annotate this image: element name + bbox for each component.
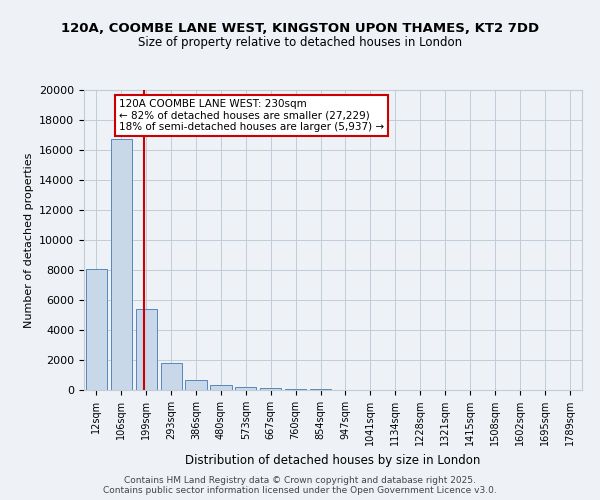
Bar xyxy=(211,385,232,390)
Text: 120A, COOMBE LANE WEST, KINGSTON UPON THAMES, KT2 7DD: 120A, COOMBE LANE WEST, KINGSTON UPON TH… xyxy=(61,22,539,36)
Bar xyxy=(111,140,132,390)
Text: Size of property relative to detached houses in London: Size of property relative to detached ho… xyxy=(138,36,462,49)
Y-axis label: Number of detached properties: Number of detached properties xyxy=(23,152,34,328)
Text: 120A COOMBE LANE WEST: 230sqm
← 82% of detached houses are smaller (27,229)
18% : 120A COOMBE LANE WEST: 230sqm ← 82% of d… xyxy=(119,99,384,132)
Bar xyxy=(136,309,157,390)
Bar xyxy=(310,389,331,390)
Bar xyxy=(285,389,306,390)
X-axis label: Distribution of detached houses by size in London: Distribution of detached houses by size … xyxy=(185,454,481,466)
Bar xyxy=(185,380,206,390)
Bar xyxy=(86,268,107,390)
Text: Contains HM Land Registry data © Crown copyright and database right 2025.
Contai: Contains HM Land Registry data © Crown c… xyxy=(103,476,497,495)
Bar xyxy=(260,388,281,390)
Bar xyxy=(235,387,256,390)
Bar xyxy=(161,363,182,390)
